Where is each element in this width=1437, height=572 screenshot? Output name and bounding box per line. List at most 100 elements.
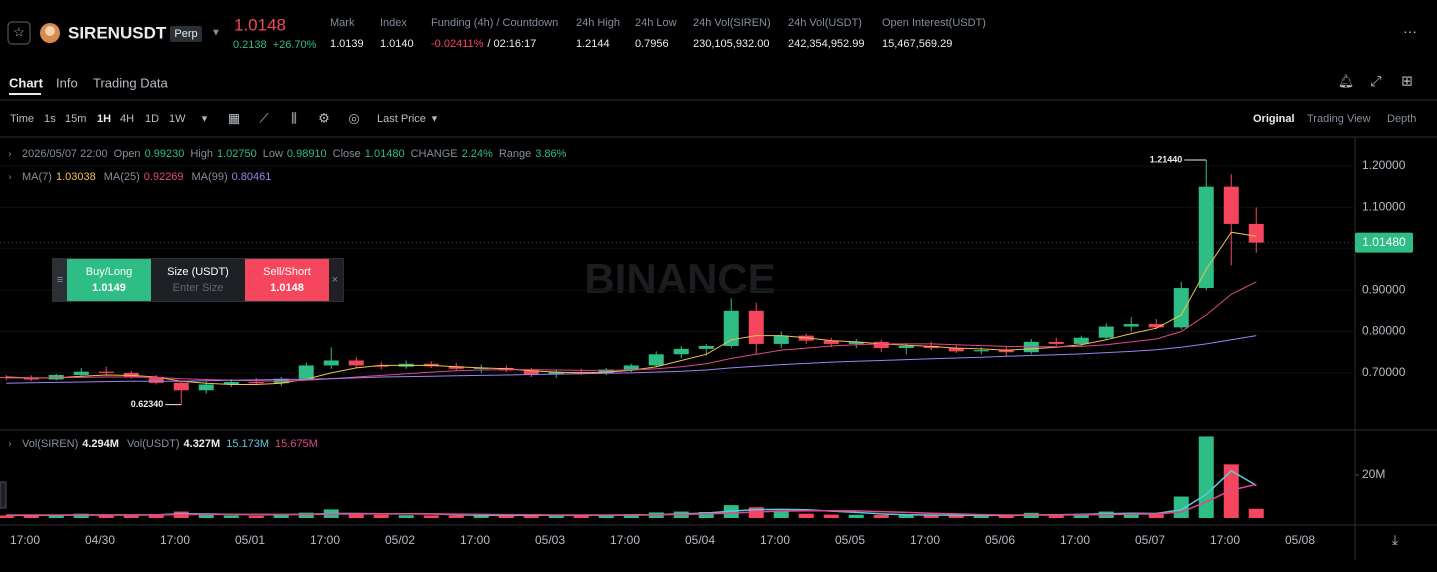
alert-icon[interactable]: 🔔︎ (1338, 73, 1355, 88)
candle-body (998, 350, 1014, 353)
high-marker-label: 1.21440 (1150, 154, 1183, 164)
volume-bar (1073, 514, 1089, 518)
order-panel: ≡ Buy/Long 1.0149 Size (USDT) Enter Size… (52, 258, 344, 302)
stat-value: 0.7956 (635, 38, 669, 50)
volume-bar (698, 511, 714, 518)
candle-body (473, 367, 489, 369)
volume-bar (448, 515, 464, 518)
tab[interactable]: Info (56, 75, 78, 90)
volume-tick-label: 20M (1362, 467, 1385, 481)
interval[interactable]: 1W (169, 113, 186, 125)
stat-label: Mark (330, 17, 355, 29)
volume-bar (148, 514, 164, 518)
volume-bar (1148, 514, 1164, 518)
watermark: BINANCE (584, 255, 775, 302)
size-label: Size (USDT) (167, 266, 229, 278)
legend-time: 2026/05/07 22:00 (22, 148, 108, 160)
candle-body (1048, 341, 1064, 344)
tool-icon[interactable]: ⚙ (318, 110, 330, 125)
sell-button[interactable]: Sell/Short 1.0148 (245, 259, 329, 301)
legend-name: MA(25) (104, 171, 140, 183)
volume-bar (423, 515, 439, 518)
close-panel[interactable]: × (331, 274, 339, 286)
candle-body (823, 340, 839, 344)
buy-button[interactable]: Buy/Long 1.0149 (67, 259, 151, 301)
legend-label: High (190, 148, 213, 160)
interval[interactable]: 15m (65, 113, 86, 125)
buy-label: Buy/Long (85, 266, 133, 278)
volume-bar (248, 515, 264, 518)
size-input[interactable]: Size (USDT) Enter Size (151, 259, 245, 301)
x-tick-label: 17:00 (10, 533, 40, 547)
scroll-to-end[interactable]: ⤓ (1392, 532, 1398, 548)
legend-name: Vol(USDT) (127, 438, 180, 450)
volume-bar (473, 514, 489, 518)
sell-label: Sell/Short (263, 266, 311, 278)
perp-tag-bg (170, 26, 202, 42)
buy-price: 1.0149 (92, 282, 126, 294)
legend-value: 0.92269 (144, 171, 184, 183)
candle-body (898, 345, 914, 349)
expand-icon[interactable]: ⤢ (1370, 73, 1381, 89)
interval[interactable]: Time (10, 113, 34, 125)
candle-body (948, 348, 964, 352)
last-price-label: 1.01480 (1362, 235, 1406, 249)
legend-label: Range (499, 148, 531, 160)
volume-bar (1198, 436, 1214, 518)
interval[interactable]: 1s (44, 113, 56, 125)
layout-icon[interactable]: ⊞ (1401, 73, 1413, 89)
tool-icon[interactable]: ⟋ (259, 110, 269, 125)
legend-value: 4.327M (184, 438, 221, 450)
volume-bar (98, 515, 114, 518)
candle-body (973, 350, 989, 352)
x-tick-label: 17:00 (910, 533, 940, 547)
candle-body (1148, 324, 1164, 328)
volume-bar (973, 515, 989, 518)
x-tick-label: 17:00 (1060, 533, 1090, 547)
drag-handle[interactable]: ≡ (53, 259, 67, 301)
volume-bar (123, 515, 139, 518)
legend-row: MA(7) 1.03038 MA(25) 0.92269 MA(99) 0.80461 (22, 171, 271, 183)
interval[interactable]: 1H (97, 113, 111, 125)
tool-icon[interactable]: ▦ (228, 110, 240, 125)
tool-icon[interactable]: ◎ (348, 110, 359, 125)
legend-row: 2026/05/07 22:00 Open 0.99230 High 1.02750 Lo… (22, 148, 567, 160)
view-tab[interactable]: Trading View (1307, 113, 1371, 125)
side-handle[interactable] (0, 481, 7, 509)
size-placeholder: Enter Size (172, 282, 224, 294)
chart-info-caret: › (9, 148, 12, 158)
price-type[interactable]: Last Price (377, 113, 426, 125)
candle-body (598, 369, 614, 373)
more-menu[interactable]: ⋯ (1403, 24, 1417, 40)
legend-value: 15.675M (275, 438, 318, 450)
interval-dropdown[interactable]: ▼ (200, 113, 209, 123)
candle-body (1248, 223, 1264, 243)
interval[interactable]: 1D (145, 113, 159, 125)
stat-label: Index (380, 17, 407, 29)
candle-body (1223, 186, 1239, 224)
volume-bar (298, 512, 314, 518)
candle-body (298, 365, 314, 379)
symbol[interactable]: SIRENUSDT (68, 23, 167, 42)
tab[interactable]: Chart (9, 75, 44, 90)
volume-bar (0, 515, 14, 518)
volume-bar (1123, 513, 1139, 518)
volume-bar (398, 515, 414, 518)
legend-value: 0.80461 (232, 171, 272, 183)
last-price: 1.0148 (234, 15, 286, 34)
view-tab[interactable]: Depth (1387, 113, 1416, 125)
candle-body (548, 372, 564, 375)
candle-body (873, 341, 889, 349)
view-tab[interactable]: Original (1253, 113, 1295, 125)
tool-icon[interactable]: ⫼ (291, 110, 297, 125)
symbol-dropdown[interactable]: ▼ (211, 28, 221, 39)
interval[interactable]: 4H (120, 113, 134, 125)
volume-bar (873, 514, 889, 518)
candle-body (748, 310, 764, 344)
favorite-button[interactable] (7, 21, 31, 45)
candle-body (173, 382, 189, 391)
tab[interactable]: Trading Data (93, 75, 168, 90)
volume-bar (1223, 464, 1239, 518)
